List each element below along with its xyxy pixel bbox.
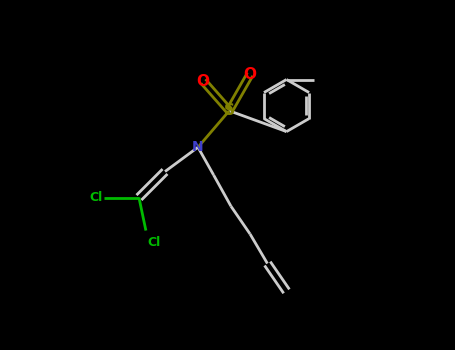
Text: O: O <box>243 67 257 82</box>
Text: O: O <box>197 74 210 89</box>
Text: S: S <box>224 103 235 118</box>
Text: Cl: Cl <box>89 191 102 204</box>
Text: N: N <box>192 140 204 154</box>
Text: Cl: Cl <box>147 236 161 249</box>
